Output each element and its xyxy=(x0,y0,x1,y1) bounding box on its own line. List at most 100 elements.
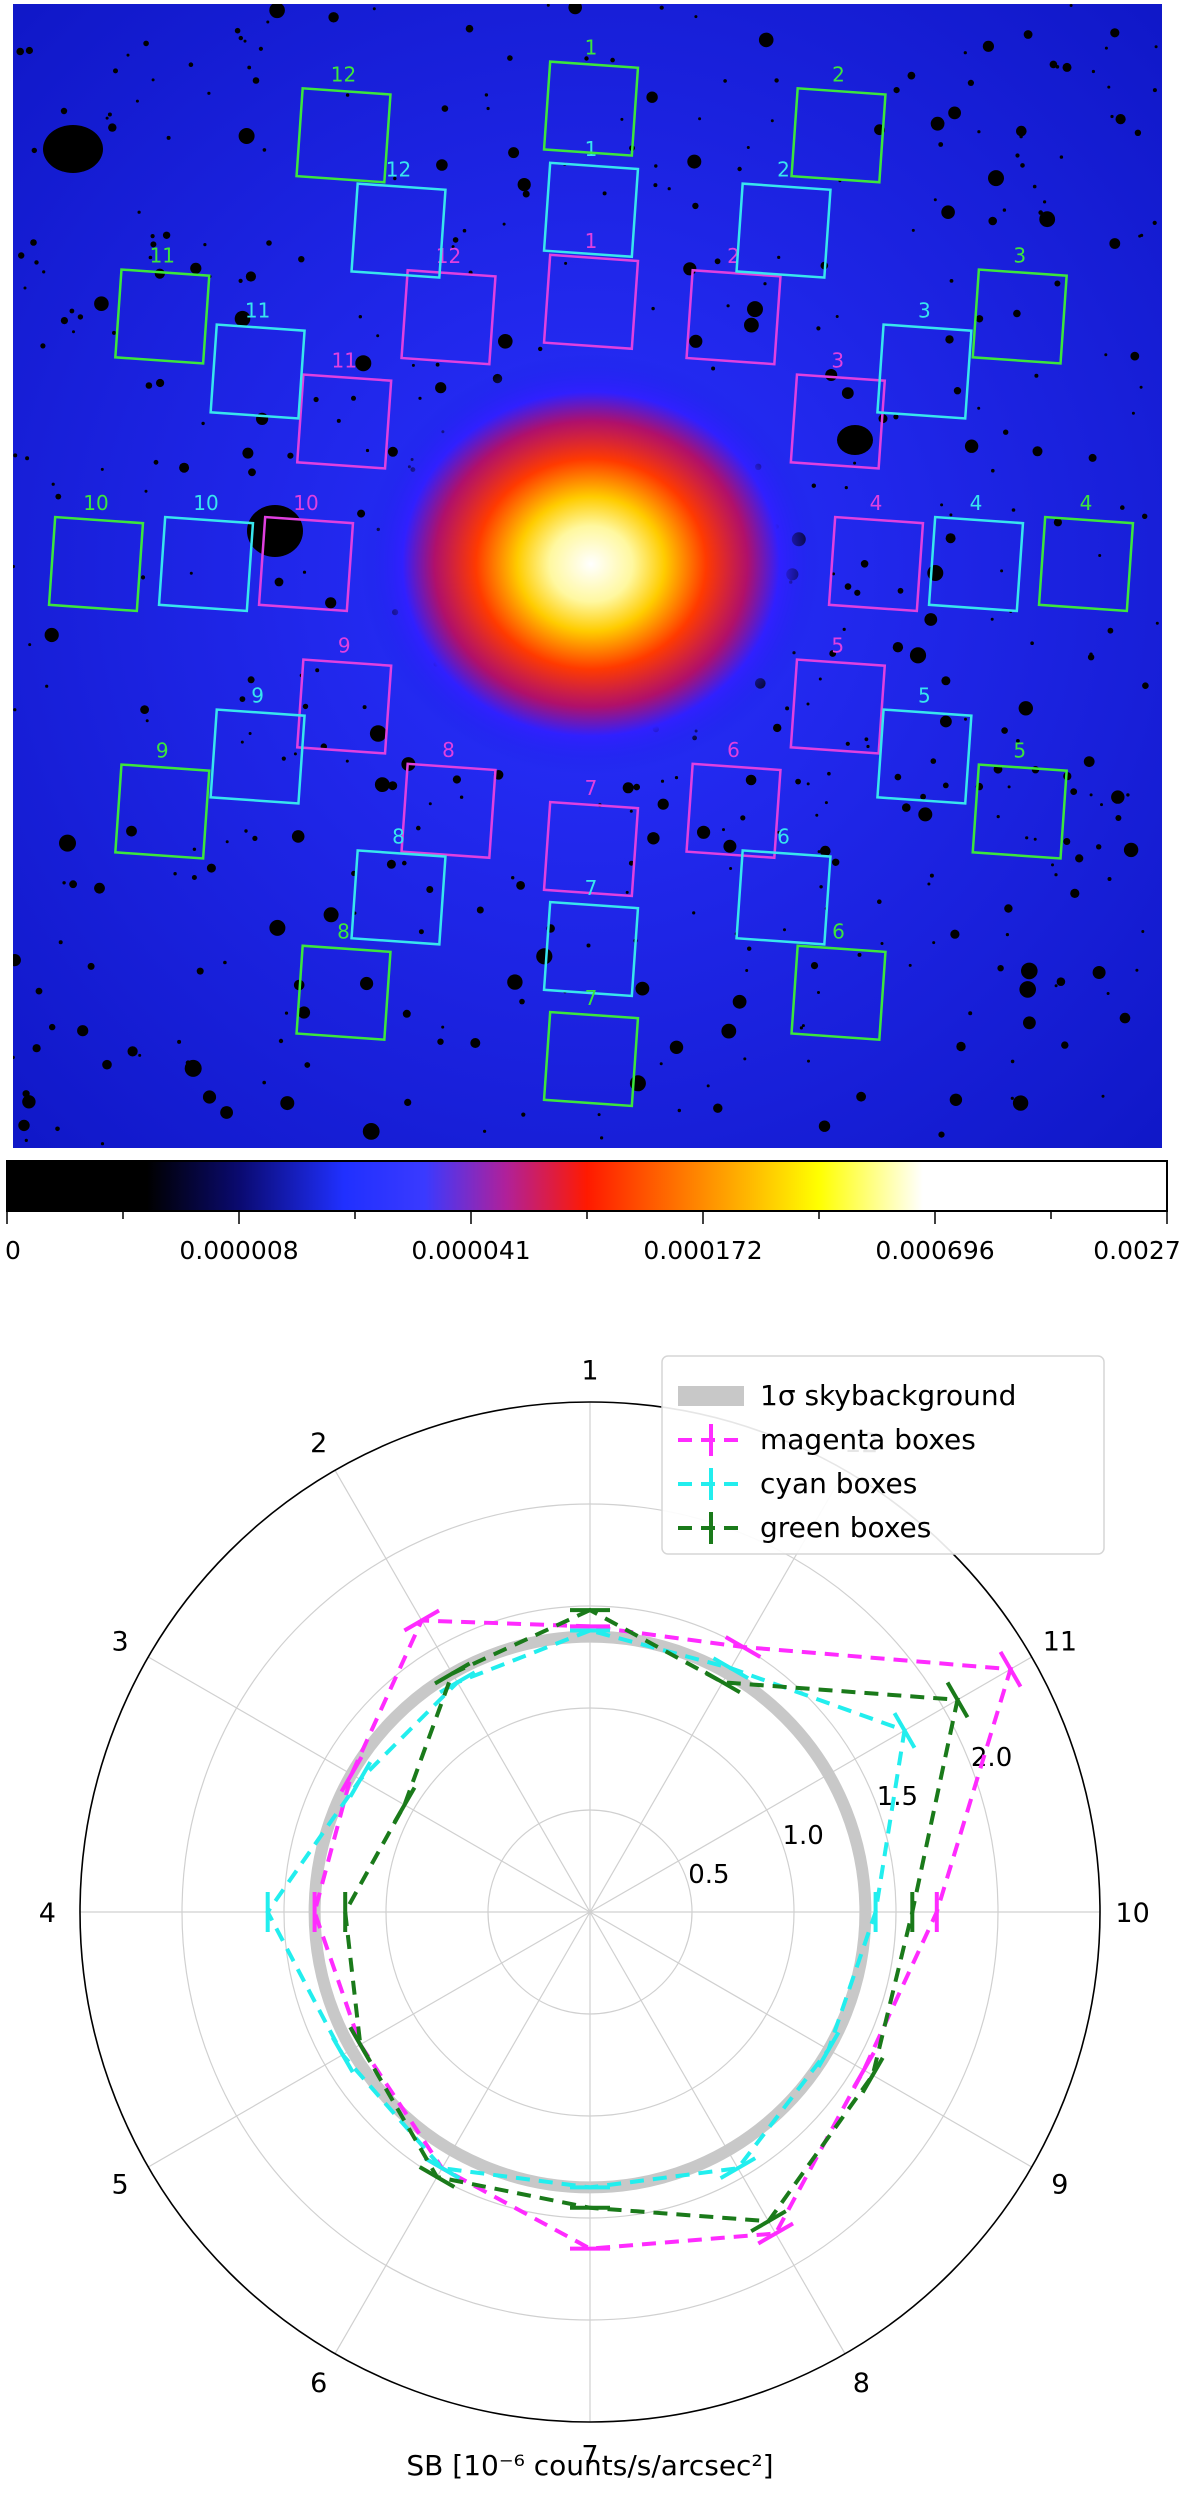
cyan-box-6 xyxy=(735,849,832,946)
masked-source xyxy=(345,759,349,763)
masked-source xyxy=(179,462,190,473)
masked-source xyxy=(674,776,679,780)
masked-source xyxy=(452,775,461,784)
cyan-box-outline xyxy=(876,708,973,805)
masked-source xyxy=(1089,793,1093,797)
masked-source xyxy=(441,1025,445,1029)
masked-source xyxy=(113,68,118,74)
masked-source xyxy=(184,1059,202,1077)
masked-source xyxy=(462,228,467,233)
legend-swatch xyxy=(678,1386,744,1406)
masked-source xyxy=(274,577,284,587)
masked-source xyxy=(677,1108,681,1113)
masked-source xyxy=(1152,88,1157,93)
magenta-box-outline xyxy=(257,515,355,613)
masked-source xyxy=(758,32,774,48)
masked-source xyxy=(1069,4,1073,7)
data-point-cyan-boxes xyxy=(330,2036,355,2074)
masked-source xyxy=(35,987,43,995)
masked-source xyxy=(1032,184,1037,189)
masked-source xyxy=(811,483,816,488)
masked-source xyxy=(977,406,981,410)
masked-source xyxy=(59,834,76,852)
cyan-box-8 xyxy=(350,849,447,946)
masked-source xyxy=(243,39,247,43)
magenta-box-3 xyxy=(789,373,887,470)
masked-source xyxy=(238,35,243,41)
colorbar-tick-label: 0.000172 xyxy=(643,1236,763,1265)
masked-source xyxy=(1092,966,1106,979)
data-point-green-boxes xyxy=(860,2056,885,2094)
masked-source xyxy=(1070,888,1080,899)
green-box-label: 3 xyxy=(1013,244,1026,268)
masked-source xyxy=(1152,220,1157,225)
masked-source xyxy=(908,963,912,967)
masked-source xyxy=(484,93,489,97)
masked-source xyxy=(362,705,367,710)
magenta-box-label: 3 xyxy=(831,349,844,373)
cyan-box-outline xyxy=(542,900,640,998)
masked-source xyxy=(721,1023,737,1039)
masked-source xyxy=(297,1006,311,1019)
masked-source xyxy=(223,960,227,965)
masked-source xyxy=(667,187,671,191)
masked-source xyxy=(968,1011,973,1016)
masked-source xyxy=(963,51,967,55)
masked-source xyxy=(173,872,177,876)
masked-source xyxy=(774,78,779,83)
masked-source xyxy=(140,705,149,714)
legend-label: 1σ skybackground xyxy=(760,1379,1016,1412)
masked-source xyxy=(1120,505,1125,510)
masked-source xyxy=(135,99,139,103)
legend: 1σ skybackground magenta boxes cyan boxes g… xyxy=(661,1355,1105,1555)
masked-source xyxy=(313,396,319,403)
masked-source xyxy=(622,782,634,794)
masked-source xyxy=(25,456,30,461)
masked-source xyxy=(1101,1094,1105,1098)
masked-source xyxy=(907,71,916,80)
masked-source xyxy=(546,4,550,7)
masked-source xyxy=(1070,788,1078,795)
direction-label: 2 xyxy=(310,1428,327,1459)
green-box-10 xyxy=(47,515,145,613)
masked-source xyxy=(242,447,254,459)
masked-source xyxy=(323,907,339,923)
masked-source xyxy=(166,135,171,140)
green-box-label: 9 xyxy=(156,739,169,763)
masked-source xyxy=(244,829,248,833)
masked-source xyxy=(239,696,246,702)
masked-source xyxy=(225,840,229,844)
masked-source xyxy=(941,205,955,219)
green-box-outline xyxy=(790,944,887,1041)
masked-source xyxy=(476,906,484,914)
masked-source xyxy=(1043,200,1047,204)
masked-source xyxy=(201,421,205,426)
masked-source xyxy=(1111,790,1125,804)
masked-source xyxy=(1104,46,1108,50)
cyan-box-label: 9 xyxy=(251,684,264,708)
masked-source xyxy=(692,911,696,915)
green-box-outline xyxy=(971,268,1068,365)
masked-source xyxy=(723,79,727,83)
masked-source xyxy=(597,1113,601,1117)
masked-source xyxy=(806,702,810,706)
masked-source xyxy=(34,260,39,265)
masked-source xyxy=(964,717,967,721)
masked-source xyxy=(31,147,37,154)
green-box-outline xyxy=(295,87,392,184)
green-box-1 xyxy=(542,60,640,157)
data-point-magenta-boxes xyxy=(724,1635,762,1659)
data-point-cyan-boxes xyxy=(423,2156,461,2180)
masked-source xyxy=(893,414,899,420)
masked-source xyxy=(687,154,702,169)
masked-source xyxy=(191,875,197,880)
cyan-box-label: 8 xyxy=(392,824,405,848)
masked-source xyxy=(1130,351,1140,361)
masked-source xyxy=(459,795,464,799)
magenta-box-outline xyxy=(685,762,782,860)
magenta-box-label: 6 xyxy=(727,738,740,762)
masked-source xyxy=(892,642,904,653)
masked-source xyxy=(1142,513,1148,519)
masked-source xyxy=(507,974,523,990)
masked-source xyxy=(94,296,109,312)
